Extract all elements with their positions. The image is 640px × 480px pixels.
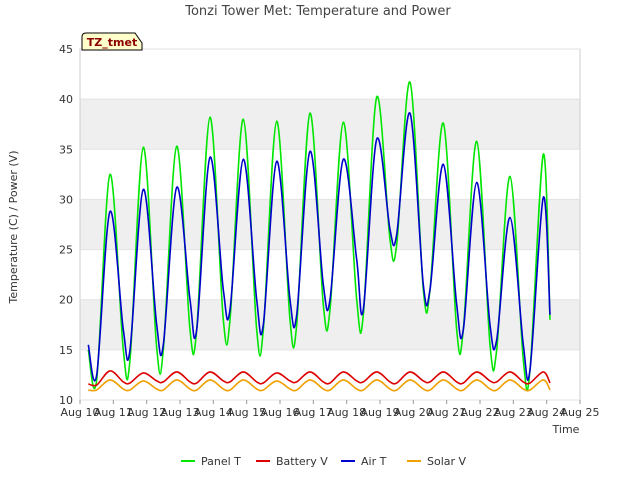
y-tick-label: 30 [59, 193, 73, 206]
y-tick-label: 20 [59, 294, 73, 307]
grid-band [80, 199, 580, 250]
legend-label-solar-v: Solar V [427, 455, 467, 468]
x-tick-label: Aug 18 [327, 406, 366, 419]
y-axis-label: Temperature (C) / Power (V) [7, 150, 20, 304]
series-line-air-t [87, 112, 551, 382]
tag-label: TZ_tmet [87, 36, 137, 49]
x-tick-label: Aug 10 [61, 406, 100, 419]
x-tick-label: Aug 24 [527, 406, 566, 419]
tag-box: TZ_tmet [81, 32, 143, 51]
x-tick-label: Aug 11 [94, 406, 133, 419]
y-tick-label: 35 [59, 143, 73, 156]
x-tick-label: Aug 17 [294, 406, 333, 419]
y-tick-label: 25 [59, 244, 73, 257]
series-line-battery-v [88, 370, 551, 387]
legend-label-battery-v: Battery V [276, 455, 328, 468]
x-tick-label: Aug 21 [427, 406, 466, 419]
series-line-solar-v [88, 379, 551, 392]
x-tick-label: Aug 19 [361, 406, 400, 419]
x-axis-label: Time [552, 423, 580, 436]
x-tick-label: Aug 16 [261, 406, 300, 419]
x-tick-label: Aug 22 [461, 406, 500, 419]
x-tick-label: Aug 14 [194, 406, 233, 419]
x-tick-label: Aug 15 [227, 406, 266, 419]
tag-box-shape [81, 32, 143, 51]
x-tick-label: Aug 25 [561, 406, 600, 419]
grid-band [80, 99, 580, 150]
y-tick-label: 40 [59, 93, 73, 106]
legend-label-air-t: Air T [361, 455, 387, 468]
legend-label-panel-t: Panel T [201, 455, 241, 468]
series-lines [87, 81, 551, 392]
legend: Panel T Battery V Air T Solar V [181, 455, 467, 468]
x-tick-label: Aug 13 [161, 406, 200, 419]
x-tick-label: Aug 12 [127, 406, 166, 419]
y-tick-label: 15 [59, 344, 73, 357]
x-tick-label: Aug 20 [394, 406, 433, 419]
x-tick-label: Aug 23 [494, 406, 533, 419]
chart-title: Tonzi Tower Met: Temperature and Power [184, 4, 451, 19]
y-tick-label: 10 [59, 394, 73, 407]
y-tick-label: 45 [59, 43, 73, 56]
